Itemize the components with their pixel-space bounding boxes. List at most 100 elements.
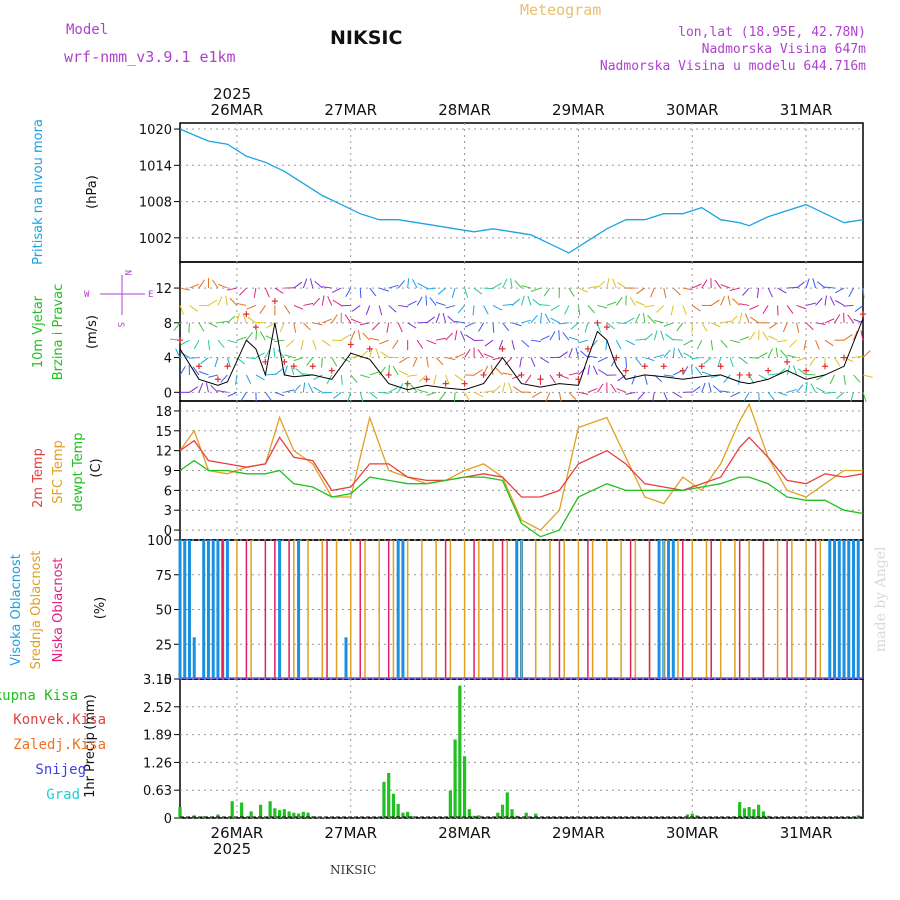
wind-arrow xyxy=(255,330,258,341)
wind-arrow xyxy=(540,357,550,364)
wind-arrow xyxy=(235,374,238,385)
ytick-label-precip: 3.15 xyxy=(143,673,172,688)
wind-arrow xyxy=(568,391,577,400)
wind-arrow xyxy=(656,305,665,313)
wind-gust-point xyxy=(594,319,601,326)
precip-bar xyxy=(259,804,263,818)
wind-arrow xyxy=(672,338,683,341)
wind-arrow xyxy=(198,371,209,376)
legend-conv: Konvek.Kisa xyxy=(13,712,106,728)
wind-arrows xyxy=(170,278,873,403)
wind-gust-point xyxy=(736,371,743,378)
wind-arrow xyxy=(635,338,646,341)
wind-arrow xyxy=(227,391,238,397)
wind-arrow xyxy=(853,374,861,383)
wind-arrow xyxy=(796,281,805,289)
ytick-label-precip: 0 xyxy=(164,812,172,827)
wind-arrow xyxy=(578,339,589,344)
wind-arrow xyxy=(259,305,266,315)
wind-arrow xyxy=(739,303,750,306)
ytick-label-wind: 8 xyxy=(164,317,172,332)
wind-arrow xyxy=(303,302,314,306)
wind-arrow xyxy=(417,282,427,289)
watermark: made by Angel xyxy=(873,546,889,652)
precip-bar xyxy=(292,812,296,818)
wind-arrow xyxy=(743,392,750,402)
wind-arrow xyxy=(433,374,437,385)
wind-arrow xyxy=(787,286,798,289)
wind-arrow xyxy=(302,278,308,289)
wind-arrow xyxy=(246,331,253,341)
wind-arrow xyxy=(511,340,515,351)
precip-bar xyxy=(448,790,452,818)
wind-gust-point xyxy=(698,363,705,370)
wind-arrow xyxy=(762,305,769,315)
wind-gust-point xyxy=(271,298,278,305)
wind-arrow xyxy=(653,330,658,341)
wind-arrow xyxy=(540,335,550,341)
wind-arrow xyxy=(322,318,332,324)
precip-bar xyxy=(391,793,396,818)
wind-arrow xyxy=(527,295,532,306)
wind-arrow xyxy=(732,298,741,306)
wind-arrow xyxy=(580,350,589,358)
wind-arrow xyxy=(255,374,265,381)
wind-gust-point xyxy=(195,363,202,370)
wind-arrow xyxy=(521,319,532,324)
wind-arrow xyxy=(454,353,465,359)
wind-arrow xyxy=(492,357,503,361)
ytick-label-temperature: 12 xyxy=(155,445,172,460)
wind-arrow xyxy=(351,305,361,312)
wind-compass: N W E S xyxy=(84,270,153,327)
wind-arrow xyxy=(793,365,798,376)
wind-arrow xyxy=(498,340,503,350)
wind-arrow xyxy=(549,331,556,341)
wind-arrow xyxy=(676,322,684,332)
ytick-label-wind: 0 xyxy=(164,386,172,401)
wind-arrow xyxy=(606,322,616,330)
wind-arrow xyxy=(530,287,541,292)
precip-bar xyxy=(296,813,301,818)
wind-arrow xyxy=(805,373,816,376)
precip-bar xyxy=(524,812,528,818)
wind-arrow xyxy=(312,322,323,326)
year-top: 2025 xyxy=(213,85,251,103)
wind-arrow xyxy=(558,330,560,341)
wind-arrow xyxy=(388,305,397,313)
wind-arrow xyxy=(815,322,826,326)
wind-arrow xyxy=(782,322,788,333)
ytick-label-clouds: 0 xyxy=(164,673,172,688)
wind-arrow xyxy=(758,392,760,403)
wind-arrow xyxy=(483,390,494,393)
wind-arrow xyxy=(492,304,503,311)
ytick-label-precip: 0.63 xyxy=(143,784,172,799)
wind-arrow xyxy=(464,392,471,402)
wind-arrow xyxy=(644,357,655,362)
date-tick-bottom: 27MAR xyxy=(324,824,377,842)
wind-arrow xyxy=(758,374,768,381)
wind-arrow xyxy=(392,339,399,349)
wind-arrow xyxy=(490,365,494,376)
wind-arrow xyxy=(701,279,708,289)
wind-arrow xyxy=(617,282,627,289)
wind-arrow xyxy=(644,374,648,385)
wind-arrow xyxy=(293,304,304,310)
wind-arrow xyxy=(173,322,181,332)
wind-arrow xyxy=(227,287,238,291)
wind-arrow xyxy=(558,322,569,325)
ytick-label-clouds: 25 xyxy=(155,638,172,653)
wind-arrow xyxy=(217,296,223,306)
legend-frozen: Zaledj.Kisa xyxy=(13,737,106,753)
wind-arrow xyxy=(478,322,484,332)
product-title: Meteogram xyxy=(520,1,601,19)
wind-arrow xyxy=(350,330,356,341)
wind-arrow xyxy=(371,322,380,331)
wind-arrow xyxy=(502,303,513,306)
wind-arrow xyxy=(615,339,622,350)
wind-arrow xyxy=(691,305,701,312)
wind-arrow xyxy=(236,302,247,306)
wind-arrow xyxy=(255,352,265,359)
precip-bar xyxy=(387,772,391,818)
wind-arrow xyxy=(369,371,380,376)
